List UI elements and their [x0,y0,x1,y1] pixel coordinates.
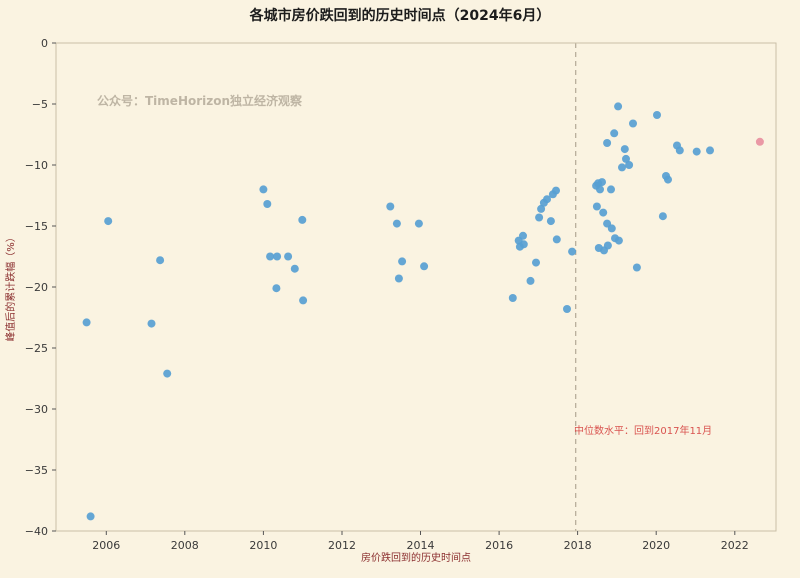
scatter-point-cities [398,257,407,266]
scatter-point-cities [622,154,630,163]
scatter-point-cities [508,294,517,302]
scatter-point-cities [284,252,293,261]
scatter-point-cities [632,263,641,272]
scatter-point-highlight [755,137,764,146]
scatter-point-cities [598,178,606,187]
scatter-point-cities [526,276,535,285]
scatter-point-cities [392,219,401,228]
scatter-point-cities [706,146,714,155]
scatter-point-cities [603,139,612,147]
x-tick-label: 2012 [328,539,356,552]
scatter-point-cities [546,217,555,226]
scatter-point-cities [620,145,629,154]
scatter-point-cities [535,213,544,222]
scatter-point-cities [263,200,272,208]
y-tick-label: 0 [41,37,48,50]
y-tick-label: −40 [25,525,48,538]
scatter-point-cities [86,512,95,521]
x-axis-label: 房价跌回到的历史时间点 [361,551,471,564]
scatter-point-cities [299,296,308,305]
y-tick-label: −35 [25,464,48,477]
scatter-point-cities [607,185,615,194]
scatter-point-cities [599,208,608,217]
scatter-point-cities [156,256,165,265]
scatter-point-cities [568,247,577,256]
scatter-point-cities [629,119,637,128]
scatter-point-cities [394,274,403,283]
y-tick-label: −30 [25,403,48,416]
chart-title: 各城市房价跌回到的历史时间点（2024年6月） [249,7,551,24]
scatter-point-cities [614,236,623,245]
scatter-point-cities [596,185,604,194]
scatter-point-cities [614,102,623,111]
scatter-point-cities [607,224,616,233]
y-tick-label: −25 [25,342,48,355]
x-tick-label: 2006 [92,539,120,552]
scatter-point-cities [543,195,551,204]
y-axis-label: 峰值后的累计跌幅（%） [4,232,17,342]
y-tick-label: −20 [25,281,48,294]
scatter-point-cities [618,163,626,172]
scatter-point-cities [552,186,560,195]
scatter-point-cities [692,147,701,156]
scatter-point-cities [675,146,684,155]
x-tick-label: 2022 [721,539,749,552]
median-annotation: 中位数水平：回到2017年11月 [574,424,712,437]
scatter-point-cities [563,305,571,313]
scatter-point-cities [592,202,601,211]
scatter-point-cities [519,231,527,240]
scatter-point-cities [420,262,429,271]
y-tick-label: −10 [25,159,48,172]
x-tick-label: 2018 [564,539,592,552]
x-tick-label: 2010 [249,539,277,552]
scatter-point-cities [519,240,528,249]
scatter-point-cities [664,175,672,184]
axes-layer: 2006 2008 2010 2012 2014 2016 2018 2020 2022 0 −5 −… [25,37,777,552]
scatter-point-cities [610,129,619,138]
plot-border [55,42,777,532]
scatter-point-cities [386,202,395,211]
scatter-point-cities [532,258,540,267]
scatter-point-cities [147,319,156,328]
x-tick-label: 2008 [171,539,199,552]
x-tick-label: 2014 [407,539,435,552]
scatter-point-cities [603,241,612,250]
scatter-point-cities [163,369,172,378]
scatter-point-cities [298,215,307,224]
watermark: 公众号：TimeHorizon独立经济观察 [97,93,303,108]
scatter-point-cities [537,204,546,213]
scatter-point-cities [104,217,113,226]
points-layer [82,102,764,521]
scatter-point-cities [272,284,281,293]
x-tick-label: 2020 [642,539,670,552]
y-tick-label: −15 [25,220,48,233]
scatter-point-cities [82,318,91,327]
scatter-point-cities [658,212,667,221]
y-tick-label: −5 [32,98,48,111]
scatter-point-cities [266,252,275,261]
scatter-point-cities [290,264,299,273]
scatter-point-cities [273,252,282,261]
scatter-point-cities [653,111,661,119]
scatter-point-cities [259,185,268,194]
scatter-point-cities [414,219,423,228]
x-tick-label: 2016 [485,539,513,552]
scatter-point-cities [552,235,561,244]
scatter-point-cities [625,161,634,169]
